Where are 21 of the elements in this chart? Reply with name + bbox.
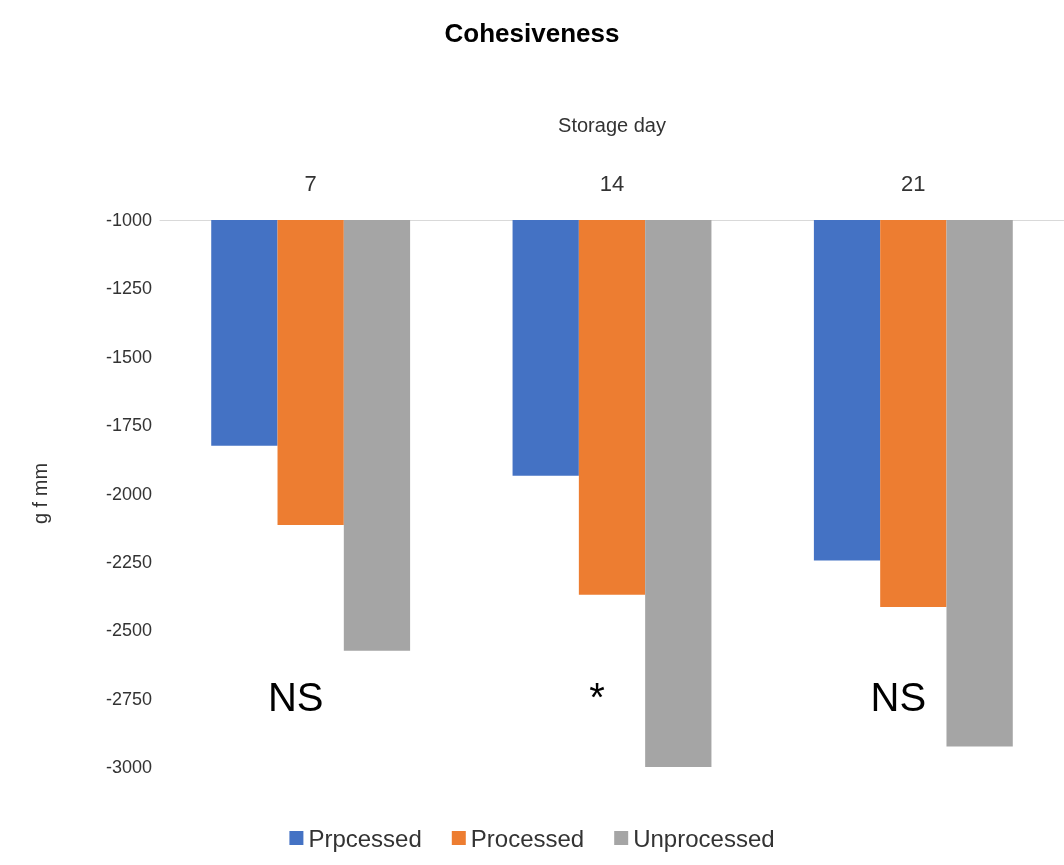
x-axis-title: Storage day xyxy=(558,114,666,136)
annotation: * xyxy=(589,675,605,719)
annotation: NS xyxy=(870,675,927,719)
x-tick-label: 7 xyxy=(304,170,317,196)
legend-label: Prpcessed xyxy=(308,824,422,852)
y-tick-label: -2750 xyxy=(105,688,152,709)
y-tick-label: -1750 xyxy=(105,415,152,436)
y-tick-label: -1000 xyxy=(105,210,152,230)
y-axis-title: g f mm xyxy=(29,462,51,525)
y-tick-label: -2000 xyxy=(105,483,152,504)
y-tick-label: -1500 xyxy=(105,346,152,367)
legend-label: Processed xyxy=(470,824,585,852)
legend-label: Unprocessed xyxy=(633,824,775,852)
x-tick-label: 14 xyxy=(599,170,625,196)
y-tick-label: -3000 xyxy=(105,757,152,777)
y-tick-label: -2250 xyxy=(105,551,152,572)
annotation: NS xyxy=(267,675,324,719)
y-tick-label: -1250 xyxy=(105,278,152,299)
y-tick-label: -2500 xyxy=(105,620,152,641)
x-tick-label: 21 xyxy=(901,170,926,196)
chart-title: Cohesiveness xyxy=(444,18,620,48)
